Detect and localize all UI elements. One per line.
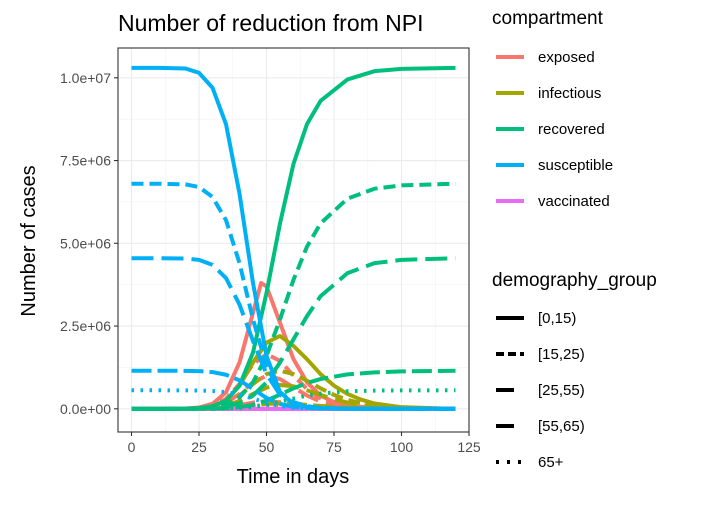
plot-panel-frame [117, 47, 470, 433]
y-axis-label: Number of cases [18, 165, 40, 316]
x-tick-label: 0 [128, 439, 136, 455]
series-line-susceptible-25-55 [131, 368, 456, 411]
legend-label-exposed: exposed [538, 49, 595, 66]
legend-compartment: compartment exposed infectious recovered su… [492, 8, 613, 210]
x-tick-label: 75 [326, 439, 342, 455]
legend-label-55-65: [55,65) [538, 418, 585, 435]
series-line-susceptible-15-25 [131, 181, 456, 411]
y-tick-label: 0.0e+00 [60, 401, 111, 417]
legend-demography-title: demography_group [492, 270, 657, 291]
plot-panel-border [118, 48, 469, 432]
y-tick-label: 5.0e+06 [60, 235, 111, 251]
legend-compartment-title: compartment [492, 8, 604, 29]
legend-label-vaccinated: vaccinated [538, 193, 610, 210]
legend-label-recovered: recovered [538, 121, 605, 138]
x-tick-label: 125 [457, 439, 481, 455]
x-tick-label: 25 [191, 439, 207, 455]
legend-label-65: 65+ [538, 454, 564, 471]
legend-label-infectious: infectious [538, 85, 601, 102]
y-tick-label: 1.0e+07 [60, 70, 111, 86]
chart-title: Number of reduction from NPI [118, 10, 424, 36]
series-lines [131, 65, 456, 411]
x-tick-label: 100 [390, 439, 414, 455]
x-axis-label: Time in days [237, 466, 350, 488]
y-tick-label: 2.5e+06 [60, 318, 111, 334]
legend-demography-group: demography_group [0,15) [15,25) [25,55) [55… [492, 270, 657, 471]
y-tick-label: 7.5e+06 [60, 153, 111, 169]
axes: 0 25 50 75 100 125 0.0e+00 2.5e+06 5.0e+06 7.5e+0… [60, 70, 481, 455]
series-line-susceptible-65 [131, 388, 456, 411]
legend-label-25-55: [25,55) [538, 382, 585, 399]
legend-label-0-15: [0,15) [538, 310, 576, 327]
legend-label-15-25: [15,25) [538, 346, 585, 363]
legend-label-susceptible: susceptible [538, 157, 613, 174]
x-tick-label: 50 [259, 439, 275, 455]
